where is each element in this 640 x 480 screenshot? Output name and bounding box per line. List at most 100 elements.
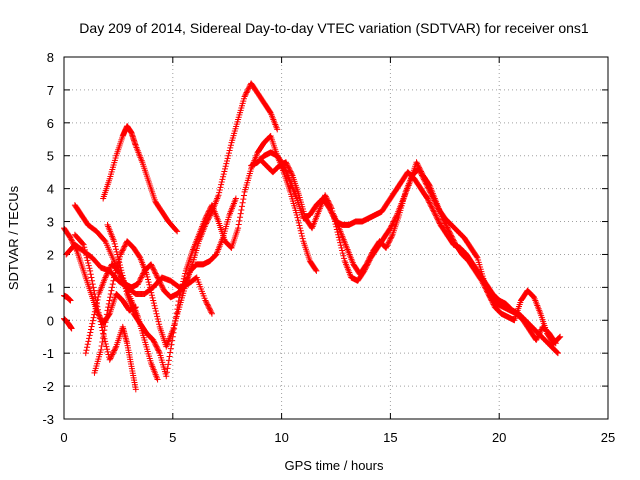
data-point <box>92 305 99 312</box>
data-point <box>423 181 430 188</box>
data-point <box>171 325 178 332</box>
data-point <box>383 243 390 250</box>
data-point <box>537 329 544 336</box>
data-point <box>96 312 103 319</box>
data-point <box>106 266 113 273</box>
data-point <box>288 169 295 176</box>
data-point <box>68 325 75 332</box>
data-point <box>448 233 455 240</box>
data-point <box>555 335 562 342</box>
data-point <box>68 236 75 243</box>
data-point <box>136 277 143 284</box>
data-point <box>430 196 437 203</box>
data-point <box>104 269 111 276</box>
data-point <box>108 354 115 361</box>
data-point <box>111 238 118 245</box>
y-tick-label: 8 <box>47 50 54 65</box>
data-point <box>99 338 106 345</box>
data-point <box>100 331 107 338</box>
data-point <box>299 235 306 242</box>
data-point <box>324 197 331 204</box>
data-point <box>89 317 96 324</box>
data-point <box>157 281 164 288</box>
data-point <box>203 213 210 220</box>
data-point <box>120 275 127 282</box>
data-point <box>145 279 152 286</box>
data-point <box>163 373 170 380</box>
data-point <box>428 204 435 211</box>
data-point <box>420 175 427 182</box>
data-point <box>148 262 155 269</box>
data-point <box>533 335 540 342</box>
data-point <box>179 281 186 288</box>
data-point <box>427 200 434 207</box>
data-point <box>385 240 392 247</box>
y-tick-label: -3 <box>42 412 54 427</box>
data-point <box>182 270 189 277</box>
data-point <box>149 265 156 272</box>
data-point <box>172 317 179 324</box>
data-point <box>154 376 161 383</box>
data-point <box>173 310 180 317</box>
data-point <box>221 168 228 175</box>
data-point <box>111 240 118 247</box>
data-point <box>202 297 209 304</box>
y-tick-label: 3 <box>47 215 54 230</box>
data-point <box>151 269 158 276</box>
data-point <box>151 339 158 346</box>
data-point <box>155 275 162 282</box>
data-point <box>143 271 150 278</box>
data-point <box>156 348 163 355</box>
data-point <box>167 349 174 356</box>
data-point <box>339 247 346 254</box>
data-point <box>417 169 424 176</box>
data-point <box>422 180 429 187</box>
data-point <box>207 306 214 313</box>
data-point <box>220 173 227 180</box>
data-point <box>155 277 162 284</box>
plot-frame <box>63 56 609 420</box>
data-point <box>535 333 542 340</box>
data-point <box>136 253 143 260</box>
data-point <box>267 133 274 140</box>
data-point <box>164 365 171 372</box>
data-point <box>149 294 156 301</box>
series-track-1 <box>61 292 74 304</box>
data-point <box>112 344 119 351</box>
data-point <box>335 234 342 241</box>
data-point <box>146 284 153 291</box>
data-point <box>94 296 101 303</box>
data-point <box>102 273 109 280</box>
data-point <box>138 274 145 281</box>
data-point <box>415 165 422 172</box>
data-point <box>120 244 127 251</box>
data-point <box>364 258 371 265</box>
data-point <box>176 294 183 301</box>
data-point <box>243 89 250 96</box>
data-point <box>430 208 437 215</box>
data-point <box>287 168 294 175</box>
data-point <box>366 256 373 263</box>
data-point <box>81 246 88 253</box>
data-point <box>419 173 426 180</box>
data-point <box>105 304 112 311</box>
data-point <box>431 209 438 216</box>
data-point <box>312 266 319 273</box>
data-point <box>152 270 159 277</box>
data-point <box>296 222 303 229</box>
data-point <box>163 369 170 376</box>
data-point <box>170 329 177 336</box>
data-point <box>111 346 118 353</box>
data-point <box>421 177 428 184</box>
data-point <box>118 269 125 276</box>
data-point <box>112 243 119 250</box>
data-point <box>109 284 116 291</box>
data-point <box>364 260 371 267</box>
data-point <box>119 247 126 254</box>
data-point <box>104 307 111 314</box>
data-point <box>180 275 187 282</box>
data-point <box>87 326 94 333</box>
y-axis-label: SDTVAR / TECUs <box>6 185 21 290</box>
data-point <box>204 301 211 308</box>
y-tick-label: 6 <box>47 116 54 131</box>
